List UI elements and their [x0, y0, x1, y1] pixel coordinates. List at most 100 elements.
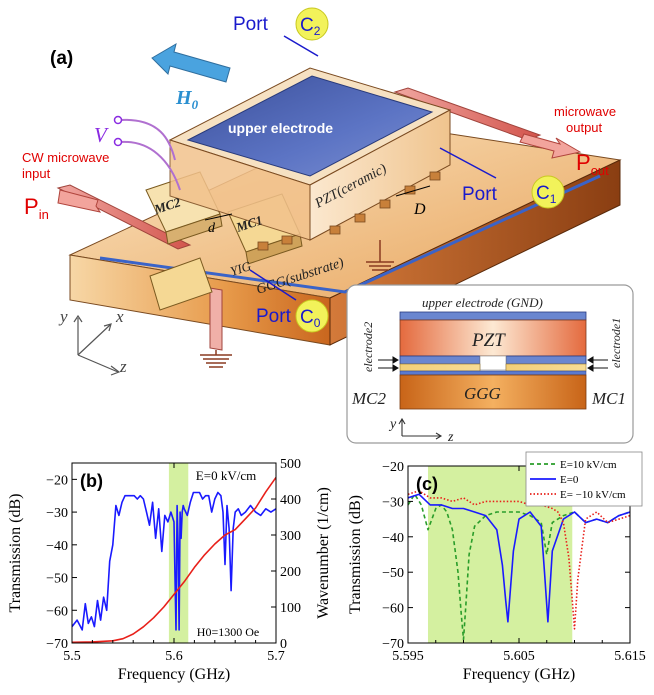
inset-electrode-left: [399, 355, 481, 365]
port-c0-label: Port: [256, 306, 292, 327]
y-tick-label: −30: [382, 495, 404, 510]
inset-electrode1-label: electrode1: [609, 318, 623, 368]
h0-arrow-icon: [151, 42, 231, 83]
v-terminal-1: [113, 115, 123, 125]
y-tick-label: −50: [382, 566, 404, 581]
c1-pointer: [439, 147, 497, 179]
series-line-1: [72, 476, 276, 643]
y-right-tick-label: 100: [280, 601, 301, 616]
inset-yig: [399, 370, 587, 376]
c2-label: C2: [300, 15, 321, 38]
panel-label: (b): [80, 471, 103, 491]
y-right-tick-label: 300: [280, 529, 301, 544]
mc2-front: [165, 213, 223, 245]
legend-label-0: E=10 kV/cm: [560, 459, 617, 471]
pzt-teeth: [257, 171, 441, 251]
legend-label-1: E=0: [560, 474, 579, 486]
annotation-bias: H0=1300 Oe: [197, 625, 259, 639]
c0-pointer: [249, 269, 297, 301]
x-tick-label: 5.595: [392, 649, 424, 664]
y-right-tick-label: 200: [280, 565, 301, 580]
upper-electrode: [186, 75, 434, 177]
inset-ggg: [399, 374, 587, 410]
inset-pzt: [399, 319, 587, 357]
c1-label: C1: [536, 183, 557, 206]
y-right-tick-label: 0: [280, 637, 287, 652]
output-strip: [393, 87, 542, 141]
pout-arrow-icon: [519, 133, 582, 159]
inset-axes: [398, 417, 443, 440]
port-c1-label: Port: [462, 184, 498, 205]
y-axis-label: Transmission (dB): [7, 494, 24, 613]
inset-mc-right: [505, 363, 587, 372]
d-big-arrow: [395, 185, 431, 197]
chart-c: 5.595 5.605 5.615 −70 −60 −50 −40 −30 −20 Frequen…: [347, 451, 646, 683]
microwave-output-label-2: output: [566, 120, 603, 135]
h0-label: H0: [175, 87, 199, 112]
y-axis-label: Transmission (dB): [347, 495, 364, 614]
y-tick-label: −70: [46, 637, 68, 652]
d-small-label: d: [208, 221, 216, 236]
c2-pointer: [283, 35, 319, 57]
axes-xyz: [73, 314, 121, 376]
panel-label: (c): [416, 474, 438, 494]
d-small-arrow: [204, 213, 233, 221]
ground-right-icon: [366, 240, 394, 271]
inset-electrode-right: [505, 355, 587, 365]
v-wire-2: [119, 140, 181, 191]
series-line-0: [72, 491, 276, 631]
port-c2-label: Port: [233, 14, 269, 35]
inset-electrode2-label: electrode2: [361, 322, 375, 372]
y-tick-label: −20: [382, 460, 404, 475]
panel-a: (a) H0: [22, 7, 622, 376]
port-c0-strip: [209, 287, 223, 351]
pin-arrow-icon: [57, 189, 102, 213]
inset-axis-y: y: [388, 417, 397, 432]
series-line-1: [408, 493, 630, 623]
x-axis-label: Frequency (GHz): [118, 666, 230, 683]
chart-b: 5.5 5.6 5.7 −70 −60 −50 −40 −30 −20 0 100 200 300 400…: [7, 457, 332, 683]
y-tick-label: −20: [46, 473, 68, 488]
y-right-tick-label: 500: [280, 457, 301, 472]
x-tick-label: 5.5: [63, 649, 81, 664]
inset-upper-electrode: [399, 311, 587, 321]
pzt-side: [309, 109, 451, 241]
y-tick-label: −40: [46, 539, 68, 554]
microwave-output-label-1: microwave: [554, 104, 616, 119]
inset-ggg-label: GGG: [464, 384, 501, 403]
y-tick-label: −70: [382, 637, 404, 652]
inset-upper-electrode-label: upper electrode (GND): [422, 295, 543, 310]
y-tick-label: −30: [46, 506, 68, 521]
inset-mc2-label: MC2: [351, 389, 387, 408]
y-right-axis-label: Wavenumber (1/cm): [315, 487, 332, 619]
legend: E=10 kV/cm E=0 E= −10 kV/cm: [525, 451, 643, 507]
panel-a-label: (a): [50, 48, 73, 69]
v-label: V: [94, 123, 109, 147]
c0-circle: [295, 299, 329, 333]
inset-gap: [479, 355, 507, 371]
x-axis-label: Frequency (GHz): [463, 666, 575, 683]
wedge-lower: [149, 257, 213, 311]
inset-mc1-label: MC1: [591, 389, 626, 408]
cw-input-label-1: CW microwave: [22, 150, 109, 165]
pout-label: Pout: [576, 150, 609, 178]
c1-circle: [531, 175, 565, 209]
axis-z-label: z: [119, 357, 127, 376]
y-tick-label: −40: [382, 531, 404, 546]
d-big-label: D: [413, 201, 426, 218]
c0-label: C0: [300, 307, 321, 330]
legend-label-2: E= −10 kV/cm: [560, 489, 626, 501]
annotation-field: E=0 kV/cm: [196, 468, 256, 483]
x-tick-label: 5.7: [267, 649, 285, 664]
c2-circle: [295, 7, 329, 41]
y-tick-label: −60: [46, 604, 68, 619]
inset-mc-left: [399, 363, 481, 372]
v-terminal-2: [113, 137, 123, 147]
inset-arrows: [378, 356, 608, 372]
axis-y-label: y: [58, 307, 68, 326]
inset-pzt-label: PZT: [471, 330, 506, 351]
axis-x-label: x: [115, 307, 124, 326]
x-tick-label: 5.6: [165, 649, 183, 664]
inset: upper electrode (GND) PZT GGG electrode2…: [346, 284, 634, 445]
